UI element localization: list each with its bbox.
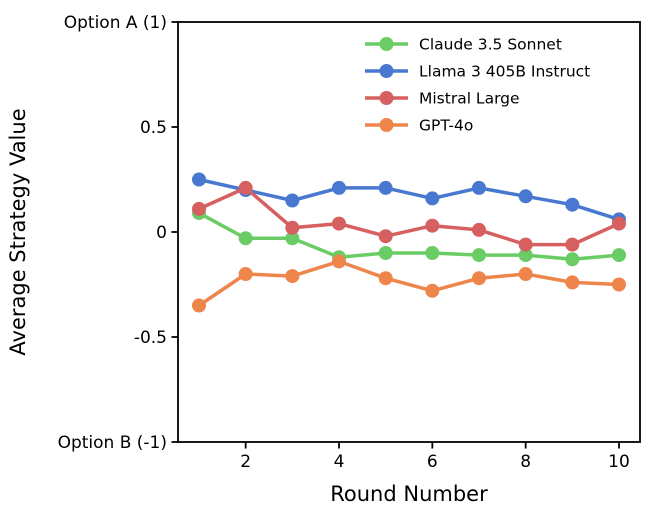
x-tick-label: 4 xyxy=(334,452,345,472)
legend-item-gpt-4o: GPT-4o xyxy=(365,117,473,135)
data-point-mistral-large-round-7 xyxy=(472,222,486,237)
data-point-gpt-4o-round-8 xyxy=(518,267,533,281)
data-point-gpt-4o-round-6 xyxy=(425,283,440,298)
legend-swatch-marker-claude-3-5-sonnet xyxy=(379,37,394,51)
data-point-llama-3-405b-instruct-round-8 xyxy=(518,189,533,204)
legend-swatch-marker-mistral-large xyxy=(379,91,394,105)
data-point-gpt-4o-round-2 xyxy=(238,267,253,281)
data-point-llama-3-405b-instruct-round-7 xyxy=(472,180,486,195)
data-point-llama-3-405b-instruct-round-3 xyxy=(285,193,300,208)
x-tick-label: 10 xyxy=(608,452,630,472)
y-tick-label: Option B (-1) xyxy=(58,433,167,453)
data-point-mistral-large-round-8 xyxy=(518,237,533,252)
data-point-llama-3-405b-instruct-round-6 xyxy=(425,191,440,206)
data-point-claude-3-5-sonnet-round-9 xyxy=(565,252,580,267)
data-point-claude-3-5-sonnet-round-5 xyxy=(378,246,393,260)
data-point-gpt-4o-round-1 xyxy=(192,298,206,313)
data-point-llama-3-405b-instruct-round-9 xyxy=(565,197,580,212)
data-point-mistral-large-round-2 xyxy=(238,180,253,195)
data-point-mistral-large-round-10 xyxy=(612,216,626,231)
legend-label-claude-3-5-sonnet: Claude 3.5 Sonnet xyxy=(419,36,562,54)
legend: Claude 3.5 Sonnet Llama 3 405B Instruct Mi… xyxy=(365,36,590,135)
legend-label-llama-3-405b-instruct: Llama 3 405B Instruct xyxy=(419,63,590,81)
x-tick-label: 8 xyxy=(520,452,531,472)
data-point-claude-3-5-sonnet-round-8 xyxy=(518,248,533,263)
x-tick-label: 6 xyxy=(427,452,438,472)
data-point-mistral-large-round-5 xyxy=(378,229,393,244)
data-point-claude-3-5-sonnet-round-6 xyxy=(425,246,440,260)
data-point-mistral-large-round-1 xyxy=(192,201,206,216)
legend-label-mistral-large: Mistral Large xyxy=(419,90,520,108)
y-axis-label: Average Strategy Value xyxy=(6,108,30,355)
legend-item-claude-3-5-sonnet: Claude 3.5 Sonnet xyxy=(365,36,562,54)
data-point-mistral-large-round-3 xyxy=(285,220,300,235)
data-point-gpt-4o-round-4 xyxy=(332,254,346,269)
data-point-mistral-large-round-4 xyxy=(332,216,346,231)
legend-label-gpt-4o: GPT-4o xyxy=(419,117,473,135)
data-point-claude-3-5-sonnet-round-3 xyxy=(285,231,300,246)
legend-swatch-marker-gpt-4o xyxy=(379,118,394,132)
data-point-claude-3-5-sonnet-round-7 xyxy=(472,248,486,263)
data-point-llama-3-405b-instruct-round-4 xyxy=(332,180,346,195)
legend-swatch-marker-llama-3-405b-instruct xyxy=(379,64,394,78)
data-point-gpt-4o-round-7 xyxy=(472,271,486,286)
series-line-llama-3-405b-instruct xyxy=(197,177,621,222)
data-point-mistral-large-round-6 xyxy=(425,218,440,233)
x-tick-label: 2 xyxy=(240,452,251,472)
y-tick-label: 0.5 xyxy=(140,118,167,138)
legend-item-llama-3-405b-instruct: Llama 3 405B Instruct xyxy=(365,63,590,81)
legend-item-mistral-large: Mistral Large xyxy=(365,90,520,108)
axis-ticks: Option A (1) 0.5 0 -0.5 Option B (-1) 2 4 6 8 10 xyxy=(58,13,630,472)
data-point-llama-3-405b-instruct-round-5 xyxy=(378,180,393,195)
data-point-gpt-4o-round-3 xyxy=(285,269,300,284)
data-point-mistral-large-round-9 xyxy=(565,237,580,252)
x-axis-label: Round Number xyxy=(330,482,488,506)
series-line-mistral-large xyxy=(197,186,621,247)
data-series xyxy=(192,172,626,313)
data-point-llama-3-405b-instruct-round-1 xyxy=(192,172,206,187)
series-line-claude-3-5-sonnet xyxy=(197,211,621,262)
series-line-gpt-4o xyxy=(197,259,621,308)
data-point-claude-3-5-sonnet-round-10 xyxy=(612,248,626,263)
y-tick-label: Option A (1) xyxy=(64,13,167,33)
data-point-gpt-4o-round-5 xyxy=(378,271,393,286)
y-tick-label: -0.5 xyxy=(134,328,167,348)
data-point-claude-3-5-sonnet-round-2 xyxy=(238,231,253,246)
data-point-gpt-4o-round-10 xyxy=(612,277,626,292)
y-tick-label: 0 xyxy=(156,223,167,243)
data-point-gpt-4o-round-9 xyxy=(565,275,580,290)
